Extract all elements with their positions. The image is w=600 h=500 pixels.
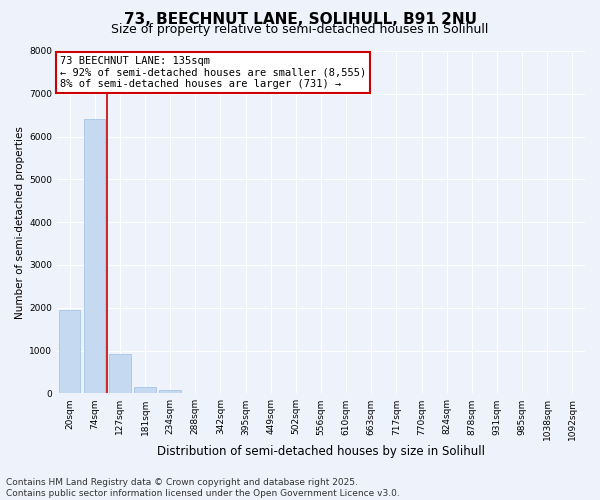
Bar — [59, 310, 80, 394]
Y-axis label: Number of semi-detached properties: Number of semi-detached properties — [15, 126, 25, 318]
Bar — [109, 354, 131, 394]
Text: Contains HM Land Registry data © Crown copyright and database right 2025.
Contai: Contains HM Land Registry data © Crown c… — [6, 478, 400, 498]
Text: 73 BEECHNUT LANE: 135sqm
← 92% of semi-detached houses are smaller (8,555)
8% of: 73 BEECHNUT LANE: 135sqm ← 92% of semi-d… — [59, 56, 366, 90]
Text: Size of property relative to semi-detached houses in Solihull: Size of property relative to semi-detach… — [112, 22, 488, 36]
X-axis label: Distribution of semi-detached houses by size in Solihull: Distribution of semi-detached houses by … — [157, 444, 485, 458]
Text: 73, BEECHNUT LANE, SOLIHULL, B91 2NU: 73, BEECHNUT LANE, SOLIHULL, B91 2NU — [124, 12, 476, 28]
Bar — [134, 386, 156, 394]
Bar — [84, 118, 106, 394]
Bar — [160, 390, 181, 394]
